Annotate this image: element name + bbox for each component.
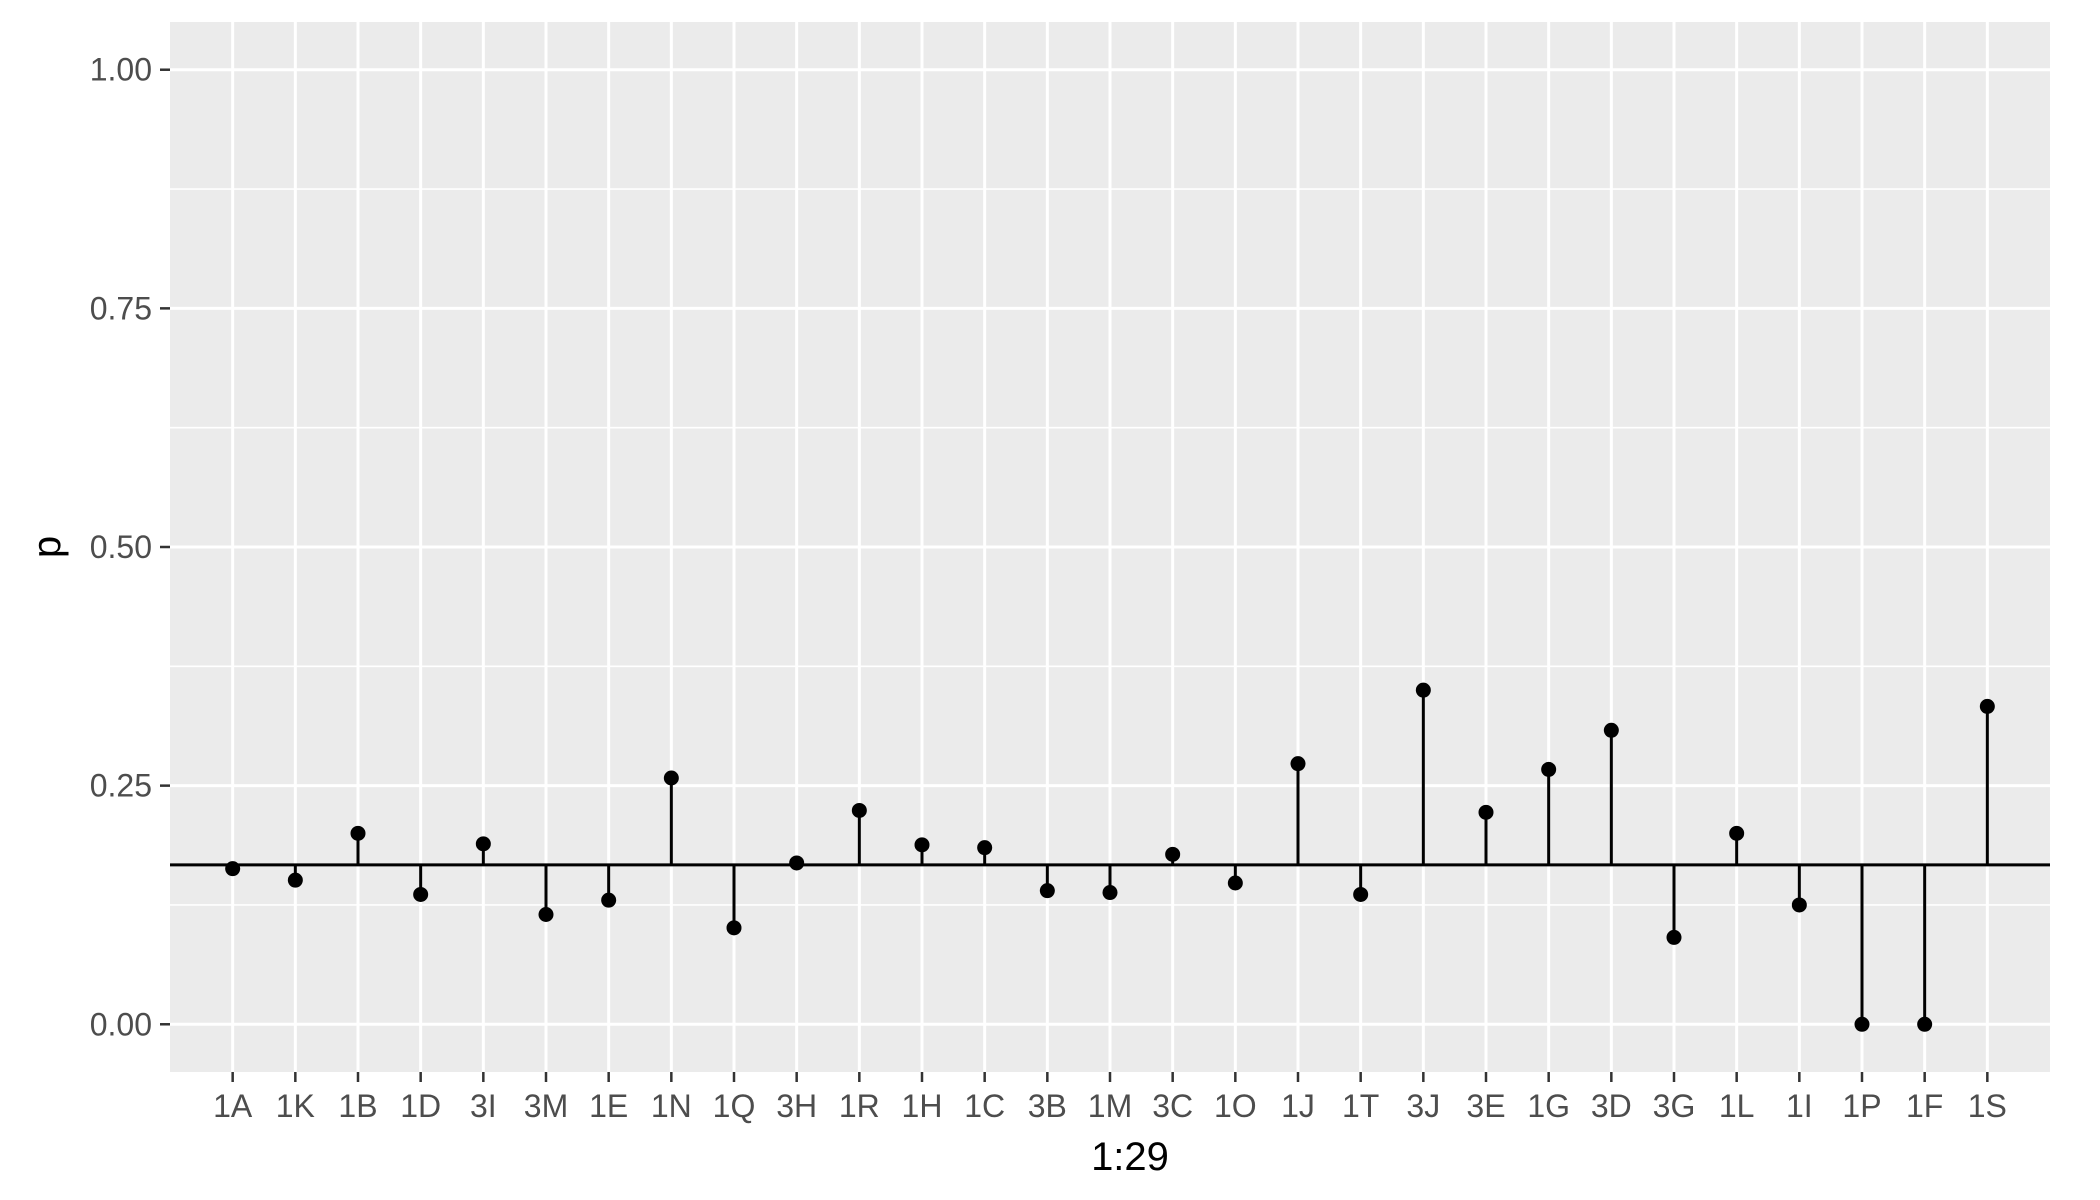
x-tick-label: 1Q <box>713 1088 756 1124</box>
x-tick-label: 3G <box>1653 1088 1696 1124</box>
y-axis-title: p <box>25 536 69 558</box>
x-tick-label: 1R <box>839 1088 880 1124</box>
x-axis-title: 1:29 <box>1091 1135 1169 1179</box>
y-tick-label: 1.00 <box>90 52 152 88</box>
point-3E <box>1478 804 1494 820</box>
point-1N <box>663 770 679 786</box>
point-1A <box>225 861 241 877</box>
x-tick-label: 1G <box>1527 1088 1570 1124</box>
point-3H <box>789 855 805 871</box>
point-3I <box>475 836 491 852</box>
point-1Q <box>726 920 742 936</box>
x-tick-label: 3J <box>1406 1088 1440 1124</box>
y-tick-label: 0.25 <box>90 768 152 804</box>
point-1C <box>977 840 993 856</box>
x-tick-label: 1I <box>1786 1088 1813 1124</box>
point-1G <box>1541 761 1557 777</box>
point-3D <box>1603 722 1619 738</box>
x-tick-label: 3M <box>524 1088 568 1124</box>
point-1O <box>1227 875 1243 891</box>
point-3G <box>1666 929 1682 945</box>
point-1L <box>1729 825 1745 841</box>
point-1K <box>287 872 303 888</box>
point-1R <box>851 802 867 818</box>
x-tick-label: 1P <box>1842 1088 1881 1124</box>
x-tick-label: 1M <box>1088 1088 1132 1124</box>
x-tick-label: 1N <box>651 1088 692 1124</box>
point-1P <box>1854 1016 1870 1032</box>
point-1E <box>601 892 617 908</box>
x-tick-label: 1S <box>1968 1088 2007 1124</box>
x-tick-label: 3H <box>776 1088 817 1124</box>
x-axis: 1A 1K 1B 1D 3I 3M 1E 1N 1Q 3H 1R 1H 1C 3B 1M 3C 1O 1J 1T 3J… <box>213 1072 2007 1124</box>
x-tick-label: 1B <box>338 1088 377 1124</box>
y-tick-label: 0.75 <box>90 290 152 326</box>
point-1T <box>1353 886 1369 902</box>
x-tick-label: 3C <box>1152 1088 1193 1124</box>
y-tick-label: 0.50 <box>90 529 152 565</box>
points <box>225 682 1995 1032</box>
point-3C <box>1165 846 1181 862</box>
x-tick-label: 1F <box>1906 1088 1943 1124</box>
y-tick-label: 0.00 <box>90 1006 152 1042</box>
x-tick-label: 3I <box>470 1088 497 1124</box>
point-1J <box>1290 756 1306 772</box>
point-3J <box>1415 682 1431 698</box>
point-1I <box>1791 897 1807 913</box>
point-1D <box>413 886 429 902</box>
point-1S <box>1979 698 1995 714</box>
x-tick-label: 1L <box>1719 1088 1755 1124</box>
x-tick-label: 1C <box>964 1088 1005 1124</box>
point-3M <box>538 907 554 922</box>
x-tick-label: 3E <box>1466 1088 1505 1124</box>
x-tick-label: 3B <box>1028 1088 1067 1124</box>
x-tick-label: 1A <box>213 1088 253 1124</box>
y-axis: 0.00 0.25 0.50 0.75 1.00 <box>90 52 170 1042</box>
x-tick-label: 1J <box>1281 1088 1315 1124</box>
x-tick-label: 1D <box>400 1088 441 1124</box>
x-tick-label: 3D <box>1591 1088 1632 1124</box>
point-1F <box>1917 1016 1933 1032</box>
point-1B <box>350 825 366 841</box>
x-tick-label: 1K <box>276 1088 315 1124</box>
point-1M <box>1102 885 1118 901</box>
x-tick-label: 1T <box>1342 1088 1379 1124</box>
x-tick-label: 1H <box>902 1088 943 1124</box>
point-1H <box>914 837 930 853</box>
point-3B <box>1039 883 1055 899</box>
x-tick-label: 1E <box>589 1088 628 1124</box>
x-tick-label: 1O <box>1214 1088 1257 1124</box>
